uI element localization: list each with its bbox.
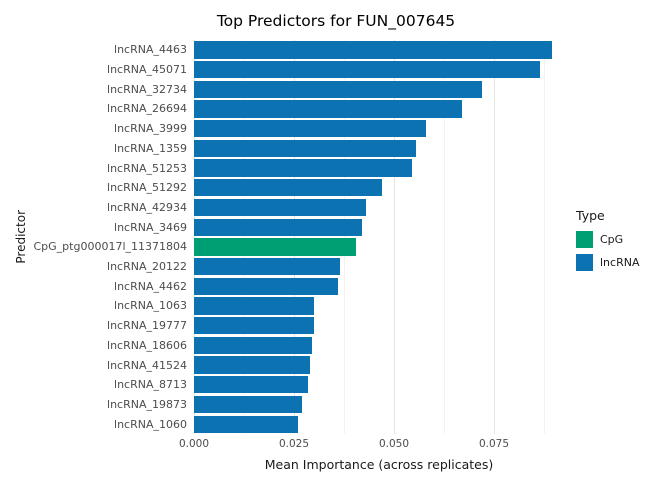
x-axis: 0.000 0.025 0.050 0.075: [32, 434, 564, 452]
bar-row: [194, 276, 564, 296]
bar: [194, 257, 340, 276]
bar-row: [194, 217, 564, 237]
y-axis-label: lncRNA_51292: [107, 181, 187, 195]
bar: [194, 100, 462, 118]
x-tick-label: 0.075: [478, 438, 510, 450]
y-axis-label: lncRNA_51253: [107, 161, 187, 175]
bar: [194, 395, 302, 414]
x-axis-ticks: 0.000 0.025 0.050 0.075: [179, 434, 564, 452]
bar: [194, 376, 308, 394]
chart-body: Predictor lncRNA_4463 lncRNA_45071 lncRNA_…: [10, 40, 662, 474]
y-axis-label: CpG_ptg000017l_11371804: [33, 240, 187, 254]
bar-row: [194, 99, 564, 119]
bar: [194, 336, 312, 355]
bar: [194, 60, 540, 79]
x-axis-title: Mean Importance (across replicates): [264, 457, 494, 472]
y-axis-label: lncRNA_32734: [107, 82, 187, 96]
legend-swatch: [576, 253, 593, 271]
bar-row: [194, 40, 564, 60]
bar-row: [194, 60, 564, 80]
y-axis-label: lncRNA_8713: [114, 378, 187, 392]
bar: [194, 218, 362, 236]
y-axis-label: lncRNA_3999: [114, 122, 187, 136]
bar: [194, 41, 552, 59]
x-axis-spacer: [32, 434, 194, 452]
x-tick-label: 0.025: [278, 438, 310, 450]
bar: [194, 297, 314, 315]
bar-row: [194, 355, 564, 375]
legend-item: CpG: [576, 230, 662, 248]
legend-swatch: [576, 230, 593, 248]
bar-row: [194, 178, 564, 198]
bar: [194, 238, 356, 256]
legend-label: lncRNA: [600, 255, 640, 269]
y-axis-title-wrap: Predictor: [10, 40, 32, 474]
gridline-minor: [343, 40, 345, 434]
x-tick-label: 0.050: [378, 438, 410, 450]
y-axis-label: lncRNA_3469: [114, 220, 187, 234]
gridline-major: [493, 40, 495, 434]
bar-row: [194, 79, 564, 99]
bar-row: [194, 336, 564, 356]
y-axis-label: lncRNA_19873: [107, 398, 187, 411]
bar-row: [194, 375, 564, 395]
y-axis-title: Predictor: [14, 210, 28, 264]
bar: [194, 317, 314, 335]
bar-row: [194, 198, 564, 218]
plot-area: [194, 40, 564, 434]
legend: Type CpG lncRNA: [576, 208, 662, 307]
bar: [194, 120, 426, 138]
y-axis-label: lncRNA_1359: [114, 141, 187, 155]
plot-upper: lncRNA_4463 lncRNA_45071 lncRNA_32734 lncRN…: [32, 40, 564, 434]
y-axis-label: lncRNA_26694: [107, 102, 187, 116]
legend-title: Type: [576, 207, 605, 223]
y-axis-label: lncRNA_41524: [107, 358, 187, 372]
y-axis-label: lncRNA_1060: [114, 417, 187, 431]
bar: [194, 356, 310, 374]
bar: [194, 159, 412, 177]
bar-row: [194, 296, 564, 316]
y-axis-label: lncRNA_1063: [114, 299, 187, 313]
bar: [194, 179, 382, 197]
gridline-major: [194, 40, 195, 434]
y-axis-label: lncRNA_42934: [107, 200, 187, 214]
legend-items: CpG lncRNA: [576, 230, 662, 271]
legend-item: lncRNA: [576, 253, 662, 271]
y-axis-label: lncRNA_4463: [114, 43, 187, 57]
gridline-major: [394, 40, 395, 434]
bar-row: [194, 158, 564, 178]
bar: [194, 415, 298, 433]
y-axis-label: lncRNA_45071: [107, 63, 187, 77]
y-axis-label: lncRNA_20122: [107, 260, 187, 274]
legend-label: CpG: [600, 232, 624, 246]
gridline-minor: [544, 40, 545, 434]
bar: [194, 139, 416, 158]
bar-row: [194, 395, 564, 415]
x-axis-title-spacer: [32, 452, 194, 474]
bar-row: [194, 139, 564, 159]
bar-row: [194, 237, 564, 257]
y-axis-label: lncRNA_19777: [107, 319, 187, 333]
bar-row: [194, 414, 564, 434]
chart-grid: lncRNA_4463 lncRNA_45071 lncRNA_32734 lncRN…: [32, 40, 564, 474]
bar-row: [194, 316, 564, 336]
x-axis-title-row: Mean Importance (across replicates): [32, 452, 564, 474]
gridline-minor: [444, 40, 445, 434]
gridline-major: [294, 40, 295, 434]
x-tick-label: 0.000: [178, 438, 210, 450]
bar: [194, 80, 482, 98]
y-axis-label: lncRNA_4462: [114, 279, 187, 293]
bar-row: [194, 257, 564, 277]
chart-title: Top Predictors for FUN_007645: [216, 12, 456, 30]
y-axis-label: lncRNA_18606: [107, 338, 187, 352]
bar-row: [194, 119, 564, 139]
bar: [194, 198, 366, 217]
gridline-minor: [244, 40, 245, 434]
y-axis-labels: lncRNA_4463 lncRNA_45071 lncRNA_32734 lncRN…: [32, 40, 194, 434]
bar: [194, 277, 338, 295]
